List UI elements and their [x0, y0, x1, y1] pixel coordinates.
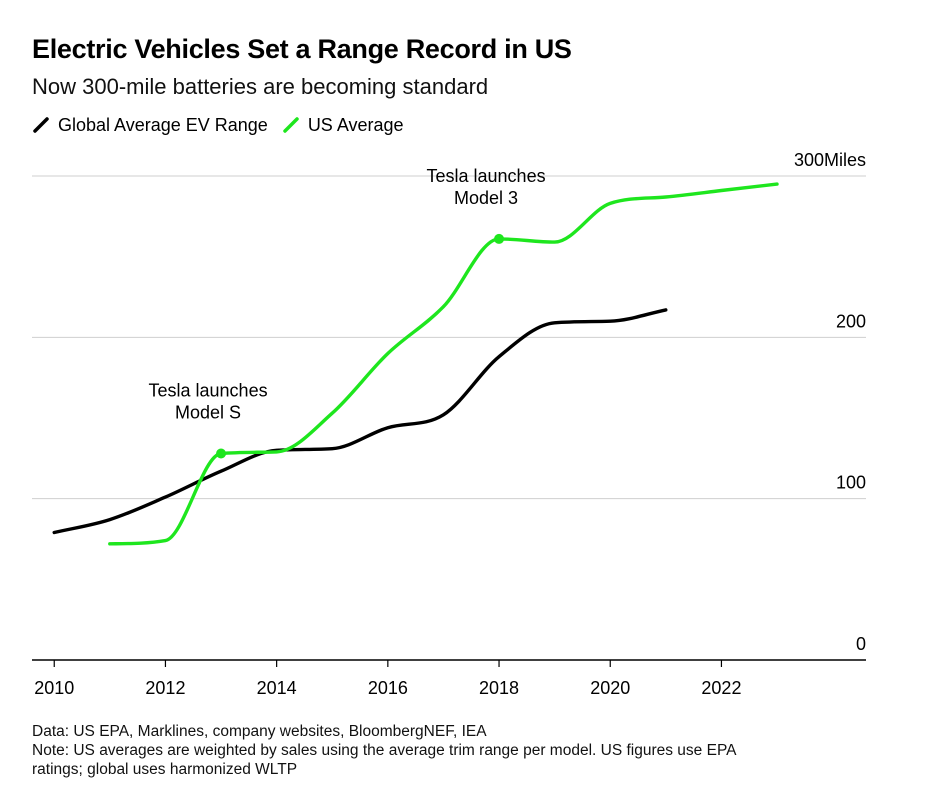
series-line-us	[108, 182, 779, 546]
annotation-dot	[494, 233, 505, 244]
y-axis-labels: 0 100 200 300Miles	[794, 150, 866, 654]
y-tick-label: 100	[836, 473, 866, 493]
x-tick-label: 2010	[34, 678, 74, 698]
x-tick-label: 2018	[479, 678, 519, 698]
footnote-line-2: ratings; global uses harmonized WLTP	[32, 761, 298, 778]
chart-title: Electric Vehicles Set a Range Record in …	[32, 34, 572, 64]
source-note: Data: US EPA, Marklines, company website…	[32, 723, 487, 740]
x-axis-labels: 2010 2012 2014 2016 2018 2020 2022	[34, 678, 741, 698]
legend-swatch-global	[33, 117, 49, 133]
x-tick-label: 2016	[368, 678, 408, 698]
legend-item-us: US Average	[282, 115, 404, 136]
x-tick-label: 2012	[145, 678, 185, 698]
annotation-dot	[216, 448, 227, 459]
series-lines	[52, 182, 779, 546]
annotation-label: Model 3	[454, 188, 518, 208]
series-line-global	[52, 308, 668, 535]
annotation-label: Tesla launches	[427, 166, 546, 186]
line-chart: 0 100 200 300Miles 2010 2012 2014 2016 2018 2020…	[32, 150, 866, 698]
chart-notes: Data: US EPA, Marklines, company website…	[32, 722, 902, 779]
chart-subtitle: Now 300-mile batteries are becoming stan…	[32, 74, 489, 99]
legend: Global Average EV Range US Average	[32, 113, 418, 137]
legend-label-us: US Average	[307, 114, 404, 135]
y-tick-label: 200	[836, 311, 866, 331]
annotation-label: Model S	[175, 402, 241, 422]
x-tick-label: 2014	[257, 678, 297, 698]
x-tick-label: 2020	[590, 678, 630, 698]
x-tick-label: 2022	[701, 678, 741, 698]
legend-swatch-us	[283, 117, 299, 133]
y-tick-label: 0	[856, 634, 866, 654]
legend-item-global: Global Average EV Range	[32, 115, 268, 136]
annotation-label: Tesla launches	[149, 380, 268, 400]
y-tick-label: 300Miles	[794, 150, 866, 170]
gridlines	[32, 175, 866, 667]
footnote-line-1: Note: US averages are weighted by sales …	[32, 742, 737, 759]
legend-label-global: Global Average EV Range	[58, 114, 268, 135]
